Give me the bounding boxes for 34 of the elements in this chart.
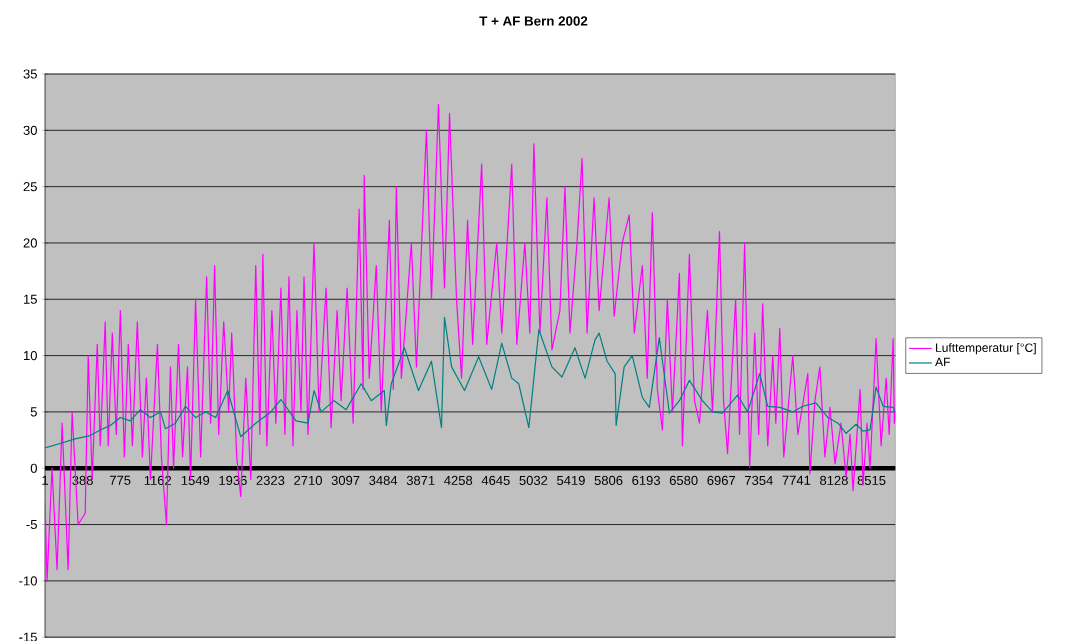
y-tick-label: -10	[19, 576, 37, 586]
x-tick-label: 4645	[481, 475, 510, 485]
x-tick-label: 7354	[745, 475, 773, 485]
x-tick-label: 1	[42, 475, 49, 485]
y-tick-label: 5	[30, 407, 37, 417]
y-tick-label: 0	[30, 463, 37, 473]
x-tick-label: 4258	[444, 475, 473, 485]
x-tick-label: 2710	[294, 475, 322, 485]
x-tick-label: 3484	[369, 475, 398, 485]
x-tick-label: 775	[109, 475, 131, 485]
y-tick-label: 35	[23, 69, 37, 79]
x-tick-label: 1549	[181, 475, 210, 485]
x-tick-label: 2323	[256, 475, 285, 485]
chart-title: T + AF Bern 2002	[479, 16, 588, 26]
y-tick-label: 20	[23, 238, 37, 248]
y-tick-label: 30	[23, 125, 37, 135]
x-tick-label: 5032	[519, 475, 548, 485]
line-series	[45, 316, 896, 449]
x-tick-label: 6580	[669, 475, 698, 485]
legend-label: Lufttemperatur [°C]	[936, 343, 1036, 355]
x-tick-label: 6967	[707, 475, 736, 485]
x-tick-label: 3097	[331, 475, 360, 485]
x-tick-label: 8128	[820, 475, 848, 485]
legend-label: AF	[935, 357, 950, 366]
x-tick-label: 6193	[632, 475, 660, 485]
y-tick-label: -15	[19, 632, 37, 641]
x-tick-label: 5419	[557, 475, 585, 485]
x-tick-label: 3871	[406, 475, 435, 485]
y-tick-label: 10	[23, 350, 37, 361]
y-tick-label: 25	[23, 181, 37, 192]
x-tick-label: 5806	[594, 475, 623, 485]
y-tick-label: 15	[23, 294, 37, 304]
x-tick-label: 7741	[782, 475, 811, 485]
y-tick-label: -5	[26, 519, 37, 529]
